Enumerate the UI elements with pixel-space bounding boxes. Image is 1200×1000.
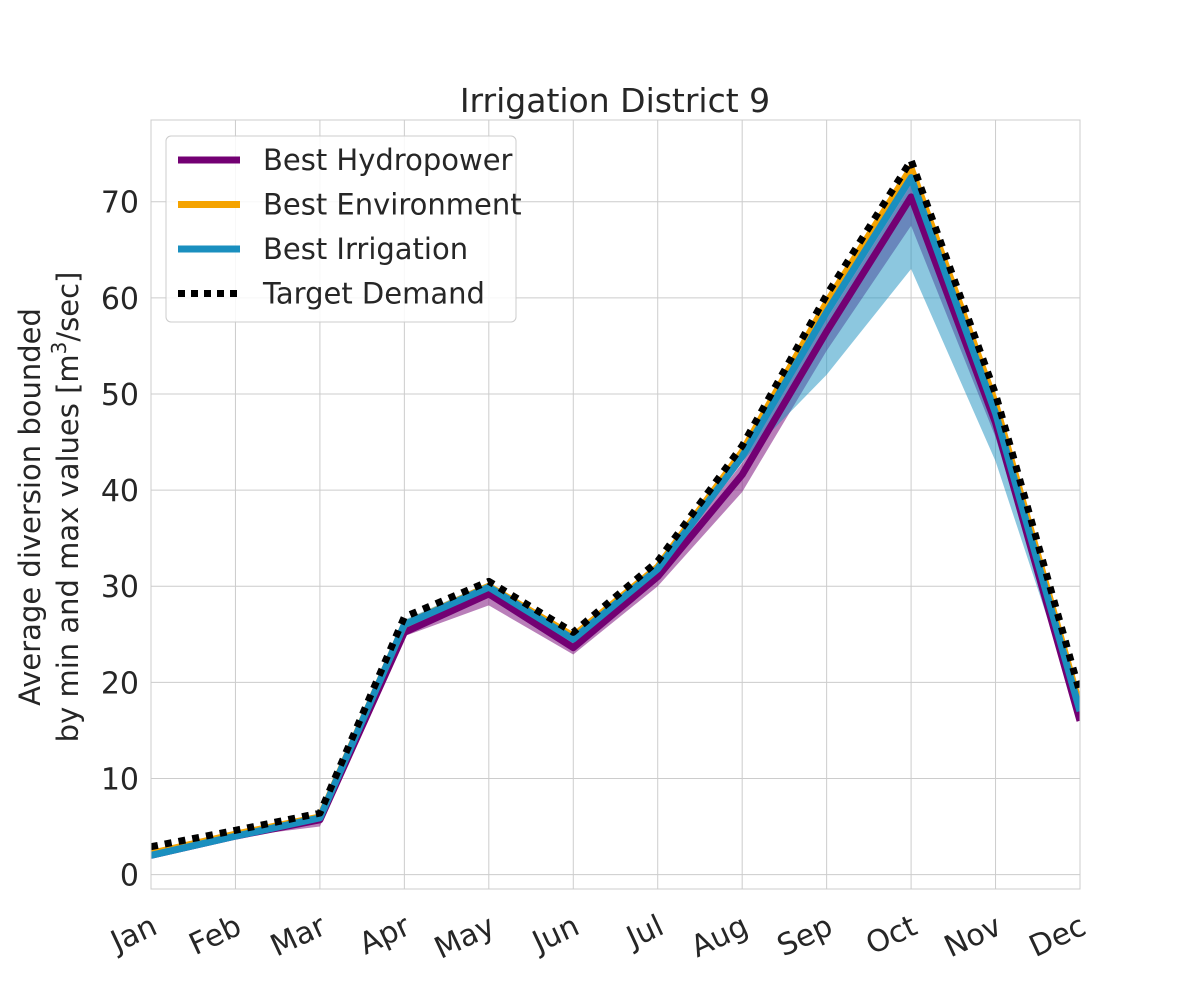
x-tick-label: Aug (686, 909, 754, 965)
x-tick-label: May (429, 909, 500, 967)
series-bands (151, 163, 1080, 858)
y-tick-label: 10 (101, 762, 139, 797)
y-axis-label: Average diversion bounded by min and max… (13, 272, 85, 743)
x-tick-label: Apr (354, 908, 416, 962)
x-tick-label: Jan (104, 909, 163, 961)
y-tick-label: 70 (101, 186, 139, 221)
legend-label: Best Irrigation (263, 232, 468, 266)
y-tick-label: 0 (120, 859, 139, 894)
plot-frame (150, 119, 1081, 890)
y-axis-label-line1: Average diversion bounded (13, 308, 47, 706)
x-tick-label: Jun (526, 909, 585, 961)
y-tick-label: 50 (101, 378, 139, 413)
x-tick-label: Nov (939, 909, 1007, 965)
x-tick-label: Jul (620, 909, 669, 957)
line-best-irrigation (151, 174, 1080, 859)
legend-label: Target Demand (262, 277, 485, 311)
x-tick-label: Dec (1024, 909, 1091, 965)
legend: Best Hydropower Best Environment Best Irri… (165, 135, 522, 323)
y-tick-label: 40 (101, 474, 139, 509)
legend-box (165, 135, 517, 323)
x-tick-label: Mar (265, 908, 332, 964)
x-tick-label: Oct (861, 908, 923, 962)
y-tick-label: 60 (101, 282, 139, 317)
y-axis-label-line2: by min and max values [m3/sec] (47, 272, 85, 743)
x-tick-label: Feb (184, 909, 247, 963)
chart-title: Irrigation District 9 (460, 81, 770, 120)
band-best-irrigation (151, 163, 1080, 858)
y-axis-ticks: 0 10 20 30 40 50 60 70 (101, 186, 139, 894)
series-lines (151, 156, 1080, 859)
x-tick-label: Sep (772, 909, 838, 965)
y-tick-label: 30 (101, 570, 139, 605)
legend-label: Best Environment (263, 188, 522, 222)
y-tick-label: 20 (101, 666, 139, 701)
legend-label: Best Hydropower (263, 143, 513, 177)
x-axis-ticks: Jan Feb Mar Apr May Jun Jul Aug Sep Oct Nov Dec (104, 908, 1092, 966)
line-target-demand (151, 156, 1080, 851)
